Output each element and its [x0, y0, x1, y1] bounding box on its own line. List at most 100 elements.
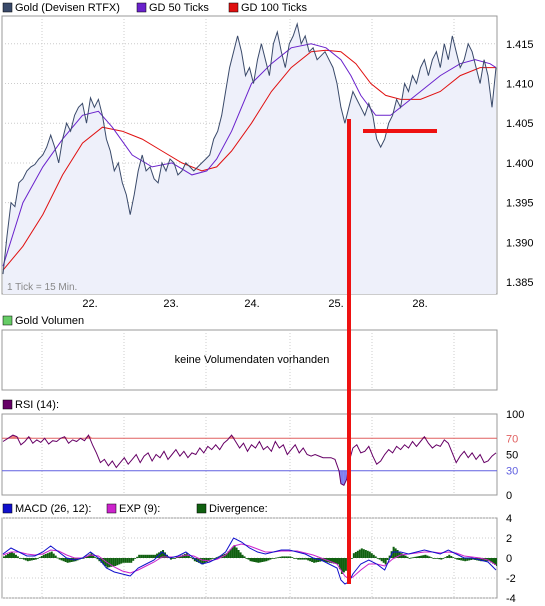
divergence-bar	[219, 555, 222, 558]
macd-divergence-bars	[3, 545, 497, 574]
divergence-bar	[191, 558, 194, 560]
legend-label-gold: Gold (Devisen RTFX)	[15, 2, 120, 14]
divergence-bar	[331, 558, 334, 564]
legend-swatch-volume	[2, 315, 13, 326]
divergence-bar	[277, 557, 280, 558]
divergence-bar	[82, 558, 85, 559]
divergence-bar	[472, 558, 475, 560]
divergence-bar	[418, 556, 421, 558]
rsi-y-tick-label: 50	[506, 450, 518, 462]
divergence-bar	[193, 558, 196, 562]
divergence-bar	[378, 558, 381, 560]
divergence-bar	[329, 558, 332, 563]
divergence-bar	[4, 555, 7, 558]
divergence-bar	[289, 556, 292, 558]
divergence-bar	[420, 555, 423, 558]
divergence-bar	[412, 557, 415, 558]
divergence-bar	[227, 551, 230, 558]
divergence-bar	[60, 558, 63, 561]
divergence-bar	[458, 558, 461, 560]
divergence-bar	[6, 554, 9, 558]
divergence-bar	[251, 558, 254, 562]
divergence-bar	[291, 557, 294, 558]
divergence-bar	[338, 558, 341, 570]
divergence-bar	[140, 554, 143, 558]
legend-label-volume: Gold Volumen	[15, 315, 84, 327]
divergence-bar	[317, 558, 320, 562]
divergence-bar	[154, 554, 157, 558]
price-area-fill	[3, 23, 496, 294]
legend-swatch-gd50	[136, 2, 147, 13]
divergence-bar	[466, 558, 469, 561]
macd-y-tick-label: -2	[506, 573, 516, 585]
divergence-bar	[44, 554, 47, 558]
divergence-bar	[108, 558, 111, 568]
divergence-bar	[283, 556, 286, 558]
tick-footnote: 1 Tick = 15 Min.	[7, 282, 77, 293]
divergence-bar	[384, 558, 387, 565]
divergence-bar	[305, 558, 308, 560]
divergence-bar	[340, 558, 343, 574]
divergence-bar	[28, 558, 31, 561]
divergence-bar	[34, 558, 37, 560]
divergence-bar	[46, 553, 49, 558]
divergence-bar	[462, 558, 465, 561]
divergence-bar	[134, 558, 137, 559]
price-x-tick-label: 28.	[412, 298, 427, 310]
divergence-bar	[50, 551, 53, 558]
divergence-bar	[424, 554, 427, 558]
divergence-bar	[323, 558, 326, 562]
divergence-bar	[342, 558, 345, 573]
divergence-bar	[408, 558, 411, 559]
divergence-bar	[438, 558, 441, 560]
divergence-bar	[205, 558, 208, 562]
divergence-bar	[225, 553, 228, 558]
divergence-bar	[432, 558, 435, 559]
divergence-bar	[396, 550, 399, 558]
divergence-bar	[436, 558, 439, 559]
price-x-axis: 22. 23. 24. 25. 28.	[82, 298, 427, 310]
legend-label-rsi: RSI (14):	[15, 399, 59, 411]
divergence-bar	[36, 558, 39, 559]
legend-swatch-rsi	[2, 399, 13, 410]
divergence-bar	[492, 558, 495, 564]
divergence-bar	[259, 558, 262, 563]
divergence-bar	[128, 558, 131, 563]
divergence-bar	[267, 558, 270, 561]
divergence-bar	[358, 549, 361, 558]
divergence-bar	[452, 557, 455, 558]
price-y-axis: 1.385 1.390 1.395 1.400 1.405 1.410 1.415	[506, 39, 534, 289]
divergence-bar	[146, 554, 149, 558]
legend-label-macd: MACD (26, 12):	[15, 503, 91, 515]
divergence-bar	[370, 553, 373, 558]
divergence-bar	[52, 553, 55, 558]
divergence-bar	[444, 557, 447, 558]
divergence-bar	[253, 558, 256, 562]
divergence-bar	[233, 545, 236, 558]
divergence-bar	[94, 557, 97, 558]
divergence-bar	[3, 556, 5, 558]
rsi-oversold-fill	[340, 470, 344, 486]
divergence-bar	[448, 554, 451, 558]
divergence-bar	[229, 549, 232, 558]
divergence-bar	[96, 558, 99, 560]
divergence-bar	[144, 554, 147, 558]
rsi-y-tick-label: 100	[506, 409, 524, 421]
divergence-bar	[64, 558, 67, 562]
divergence-bar	[404, 555, 407, 558]
price-panel: Gold (Devisen RTFX) GD 50 Ticks GD 100 T…	[1, 2, 534, 310]
divergence-bar	[440, 558, 443, 560]
divergence-bar	[189, 557, 192, 558]
divergence-bar	[430, 557, 433, 558]
divergence-bar	[12, 553, 15, 558]
divergence-bar	[138, 554, 141, 558]
divergence-bar	[22, 558, 25, 560]
divergence-bar	[104, 558, 107, 566]
rsi-plot-area	[1, 413, 498, 496]
divergence-bar	[156, 553, 159, 558]
divergence-bar	[183, 554, 186, 558]
divergence-bar	[356, 550, 359, 558]
legend-swatch-divergence	[196, 503, 207, 514]
divergence-bar	[241, 554, 244, 558]
divergence-bar	[446, 556, 449, 558]
